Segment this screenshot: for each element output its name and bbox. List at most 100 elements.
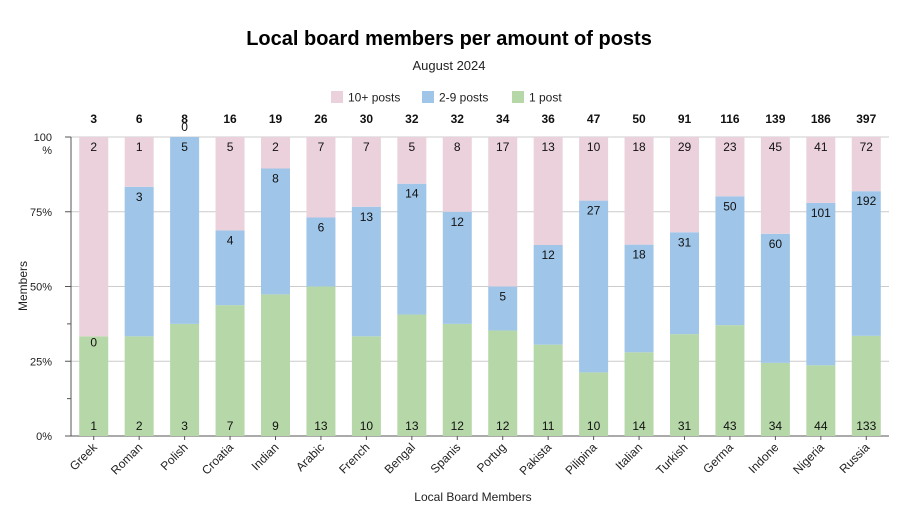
bar-value-label: 7 bbox=[363, 140, 370, 154]
bar-segment bbox=[670, 232, 699, 335]
bar-value-label: 72 bbox=[860, 140, 874, 154]
bar-value-label: 44 bbox=[814, 419, 828, 433]
x-tick-label: Indian bbox=[249, 440, 282, 473]
bar-value-label: 13 bbox=[405, 419, 419, 433]
bar-value-label: 0 bbox=[90, 335, 97, 349]
y-axis-ticks: 0% 25% 50% 75% 100% bbox=[30, 132, 72, 443]
x-tick-label: Croatia bbox=[199, 440, 236, 477]
bar-value-label: 31 bbox=[678, 235, 692, 249]
bar-segment bbox=[670, 137, 699, 233]
bar-value-label: 3 bbox=[181, 419, 188, 433]
x-tick-label: Nigeria bbox=[790, 440, 827, 477]
legend-swatch bbox=[331, 91, 343, 103]
legend-item: 2-9 posts bbox=[422, 91, 488, 105]
bar-stack: 1 0 2 bbox=[79, 137, 109, 436]
bar-segment bbox=[670, 334, 699, 436]
bar-segment bbox=[624, 137, 654, 245]
bar-segment bbox=[851, 335, 881, 436]
bar-stack: 13 6 7 bbox=[306, 137, 336, 436]
bar-stack: 10 27 10 bbox=[579, 137, 609, 436]
bar-segment bbox=[397, 314, 427, 436]
bar-stack: 13 14 5 bbox=[397, 137, 427, 436]
bar-segment bbox=[124, 186, 154, 337]
y-tick-label: 75% bbox=[30, 207, 52, 219]
bar-stack: 10 13 7 bbox=[351, 137, 381, 436]
bar-value-label: 4 bbox=[227, 233, 234, 247]
bar-value-label: 1 bbox=[136, 140, 143, 154]
bar-segment bbox=[261, 294, 290, 436]
gridlines bbox=[71, 136, 889, 437]
legend-swatch bbox=[512, 91, 524, 103]
bar-segment bbox=[397, 137, 427, 184]
legend-label: 1 post bbox=[529, 91, 562, 105]
bar-value-label: 133 bbox=[856, 419, 876, 433]
bar-total-label: 30 bbox=[360, 112, 374, 126]
bar-stack: 44 101 41 bbox=[806, 137, 836, 436]
bar-value-label: 7 bbox=[318, 140, 325, 154]
x-tick-label: Indone bbox=[746, 440, 782, 476]
bar-segment bbox=[624, 352, 654, 436]
bar-value-label: 17 bbox=[496, 140, 510, 154]
bar-value-label: 8 bbox=[272, 171, 279, 185]
bar-value-label: 5 bbox=[227, 140, 234, 154]
x-axis-title: Local Board Members bbox=[414, 490, 531, 504]
bar-value-label: 3 bbox=[136, 190, 143, 204]
bar-total-label: 6 bbox=[136, 112, 143, 126]
bar-segment bbox=[306, 137, 336, 218]
bar-value-label: 5 bbox=[408, 140, 415, 154]
bar-value-label: 23 bbox=[723, 140, 737, 154]
bar-total-label: 8 bbox=[181, 112, 188, 126]
bar-value-label: 12 bbox=[451, 419, 465, 433]
bar-value-label: 45 bbox=[769, 140, 783, 154]
x-tick-label: Italian bbox=[613, 440, 646, 473]
bar-stack: 2 3 1 bbox=[124, 137, 154, 436]
bar-segment bbox=[170, 323, 200, 436]
bar-segment bbox=[488, 330, 518, 436]
bar-value-label: 27 bbox=[587, 204, 601, 218]
bar-total-label: 139 bbox=[765, 112, 785, 126]
bar-value-label: 9 bbox=[272, 419, 279, 433]
x-tick-label: Pakista bbox=[517, 440, 555, 478]
bar-total-label: 397 bbox=[856, 112, 876, 126]
legend-item: 10+ posts bbox=[331, 91, 400, 105]
bar-segment bbox=[215, 305, 245, 436]
bar-value-label: 12 bbox=[541, 248, 555, 262]
bar-stack: 9 8 2 bbox=[261, 137, 290, 436]
bar-value-label: 18 bbox=[632, 248, 646, 262]
bar-segment bbox=[760, 362, 790, 436]
bar-segment bbox=[79, 336, 109, 436]
bar-value-label: 5 bbox=[181, 140, 188, 154]
bar-total-label: 3 bbox=[90, 112, 97, 126]
bar-value-label: 13 bbox=[314, 419, 328, 433]
bar-segment bbox=[488, 286, 518, 331]
bar-total-label: 186 bbox=[811, 112, 831, 126]
x-tick-label: Greek bbox=[67, 440, 101, 474]
bar-segment bbox=[351, 137, 381, 207]
bar-value-label: 50 bbox=[723, 199, 737, 213]
bar-stack: 31 31 29 bbox=[670, 137, 699, 436]
bar-segment bbox=[124, 137, 154, 187]
bar-segment bbox=[306, 217, 336, 287]
bar-segment bbox=[79, 137, 109, 337]
bar-value-label: 11 bbox=[542, 419, 555, 433]
bar-segment bbox=[533, 344, 563, 436]
bar-stack: 3 5 0 bbox=[170, 120, 200, 436]
bar-segment bbox=[806, 137, 836, 203]
y-axis-title: Members bbox=[16, 261, 30, 311]
bar-value-label: 60 bbox=[769, 237, 783, 251]
total-labels: 3 6 8 16 19 26 30 32 32 34 36 47 50 91 116 139 186 397 bbox=[90, 112, 876, 126]
bar-value-label: 13 bbox=[541, 140, 555, 154]
bar-value-label: 1 bbox=[90, 419, 97, 433]
x-tick-label: Arabic bbox=[293, 440, 327, 474]
bar-segment bbox=[351, 206, 381, 337]
bar-segment bbox=[715, 196, 745, 326]
bar-segment bbox=[124, 336, 154, 436]
bar-value-label: 8 bbox=[454, 140, 461, 154]
bar-value-label: 13 bbox=[360, 210, 374, 224]
bar-total-label: 47 bbox=[587, 112, 601, 126]
x-tick-label: Bengal bbox=[382, 440, 418, 476]
bar-segment bbox=[806, 365, 836, 436]
bar-segment bbox=[261, 137, 290, 169]
bar-segment bbox=[715, 325, 745, 436]
bar-stack: 14 18 18 bbox=[624, 137, 654, 436]
